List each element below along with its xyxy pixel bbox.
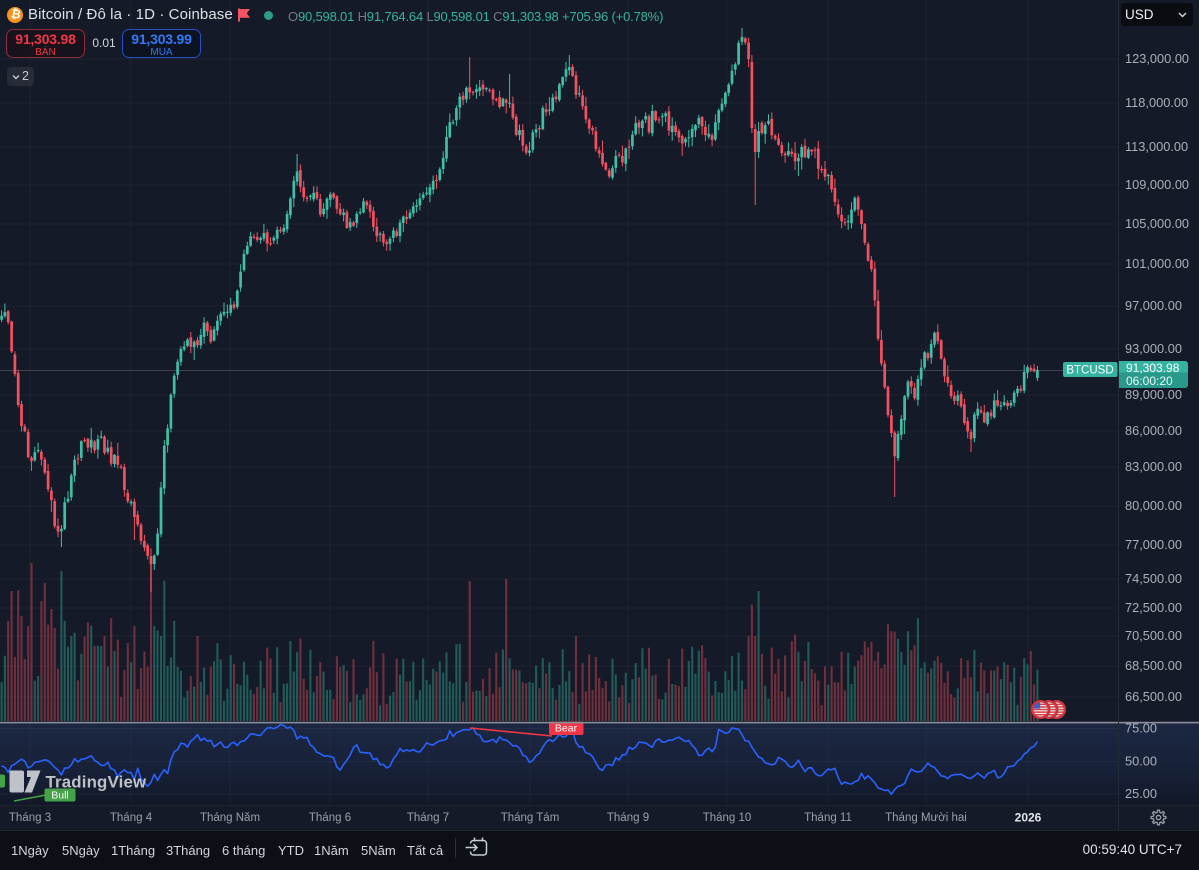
svg-text:TradingView: TradingView bbox=[46, 773, 147, 792]
svg-text:93,000.00: 93,000.00 bbox=[1125, 341, 1182, 356]
svg-text:2026: 2026 bbox=[1015, 811, 1042, 825]
svg-text:BTCUSD: BTCUSD bbox=[1066, 364, 1113, 376]
svg-text:89,000.00: 89,000.00 bbox=[1125, 387, 1182, 402]
svg-text:86,000.00: 86,000.00 bbox=[1125, 423, 1182, 438]
svg-text:66,500.00: 66,500.00 bbox=[1125, 689, 1182, 704]
svg-text:Bull: Bull bbox=[51, 790, 69, 802]
svg-text:Tháng 10: Tháng 10 bbox=[703, 812, 752, 824]
svg-text:Tháng Mười hai: Tháng Mười hai bbox=[885, 812, 967, 824]
svg-text:50.00: 50.00 bbox=[1125, 754, 1157, 769]
svg-text:Bear: Bear bbox=[555, 723, 578, 735]
svg-text:Tháng 3: Tháng 3 bbox=[9, 812, 51, 824]
svg-text:06:00:20: 06:00:20 bbox=[1126, 374, 1173, 388]
svg-text:118,000.00: 118,000.00 bbox=[1125, 95, 1188, 110]
svg-text:109,000.00: 109,000.00 bbox=[1125, 177, 1189, 192]
svg-text:Tháng Tám: Tháng Tám bbox=[501, 812, 560, 824]
svg-text:Tháng 4: Tháng 4 bbox=[110, 812, 153, 824]
svg-text:91,303.98: 91,303.98 bbox=[1126, 361, 1180, 375]
svg-text:101,000.00: 101,000.00 bbox=[1125, 256, 1189, 271]
svg-text:80,000.00: 80,000.00 bbox=[1125, 498, 1182, 513]
svg-text:68,500.00: 68,500.00 bbox=[1125, 658, 1182, 673]
svg-text:97,000.00: 97,000.00 bbox=[1125, 298, 1182, 313]
svg-text:83,000.00: 83,000.00 bbox=[1125, 459, 1182, 474]
svg-text:25.00: 25.00 bbox=[1125, 786, 1157, 801]
svg-text:77,000.00: 77,000.00 bbox=[1125, 537, 1182, 552]
svg-text:70,500.00: 70,500.00 bbox=[1125, 628, 1182, 643]
svg-text:113,000.00: 113,000.00 bbox=[1125, 139, 1188, 154]
svg-text:Tháng Năm: Tháng Năm bbox=[200, 812, 260, 824]
svg-text:Tháng 7: Tháng 7 bbox=[407, 812, 449, 824]
svg-text:Tháng 6: Tháng 6 bbox=[309, 812, 351, 824]
svg-text:Tháng 11: Tháng 11 bbox=[804, 812, 852, 824]
svg-text:Tháng 9: Tháng 9 bbox=[607, 812, 649, 824]
svg-text:72,500.00: 72,500.00 bbox=[1125, 600, 1182, 615]
svg-text:105,000.00: 105,000.00 bbox=[1125, 216, 1189, 231]
svg-text:74,500.00: 74,500.00 bbox=[1125, 571, 1182, 586]
svg-text:123,000.00: 123,000.00 bbox=[1125, 51, 1189, 66]
svg-text:75.00: 75.00 bbox=[1125, 721, 1157, 736]
